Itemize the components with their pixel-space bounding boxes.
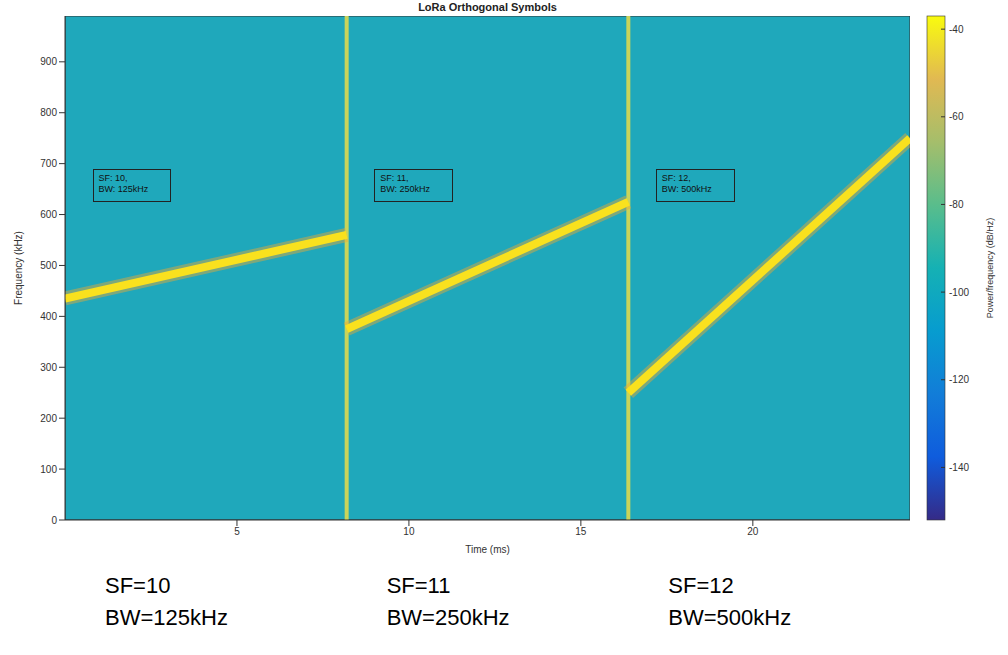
html-text:BW=125kHz: BW=125kHz xyxy=(105,605,228,630)
html-text:BW=250kHz: BW=250kHz xyxy=(386,605,510,630)
html-text:SF: 11,: SF: 11, xyxy=(380,172,409,183)
svg-text:15: 15 xyxy=(575,526,587,537)
svg-text:400: 400 xyxy=(40,311,57,322)
html-text:SF=10: SF=10 xyxy=(105,573,171,598)
svg-text:0: 0 xyxy=(51,515,57,526)
svg-text:-140: -140 xyxy=(949,462,969,473)
svg-text:10: 10 xyxy=(403,526,415,537)
svg-text:-60: -60 xyxy=(949,111,964,122)
html-text:SF: 10,: SF: 10, xyxy=(98,172,128,183)
html-text:SF=11: SF=11 xyxy=(386,573,451,598)
svg-text:700: 700 xyxy=(40,158,57,169)
svg-text:-40: -40 xyxy=(949,24,964,35)
svg-text:20: 20 xyxy=(747,526,759,537)
html-text:LoRa Orthogonal Symbols: LoRa Orthogonal Symbols xyxy=(418,1,557,13)
svg-text:5: 5 xyxy=(234,526,240,537)
svg-text:600: 600 xyxy=(40,209,57,220)
svg-text:Power/frequency (dB/Hz): Power/frequency (dB/Hz) xyxy=(985,218,995,319)
svg-text:200: 200 xyxy=(40,413,57,424)
html-text:SF: 12,: SF: 12, xyxy=(661,172,691,183)
svg-text:800: 800 xyxy=(40,107,57,118)
svg-text:100: 100 xyxy=(40,464,57,475)
svg-text:-100: -100 xyxy=(949,287,969,298)
html-text:BW=500kHz: BW=500kHz xyxy=(668,605,792,630)
html-text:SF=12: SF=12 xyxy=(668,573,734,598)
svg-text:Time (ms): Time (ms) xyxy=(465,544,510,555)
svg-text:Frequency (kHz): Frequency (kHz) xyxy=(13,231,24,305)
svg-text:300: 300 xyxy=(40,362,57,373)
svg-text:-120: -120 xyxy=(949,374,969,385)
svg-text:900: 900 xyxy=(40,56,57,67)
html-text:BW: 500kHz: BW: 500kHz xyxy=(661,183,712,194)
html-text:BW: 250kHz: BW: 250kHz xyxy=(380,183,430,194)
svg-text:500: 500 xyxy=(40,260,57,271)
html-text:BW: 125kHz: BW: 125kHz xyxy=(98,183,149,194)
svg-text:-80: -80 xyxy=(949,199,964,210)
